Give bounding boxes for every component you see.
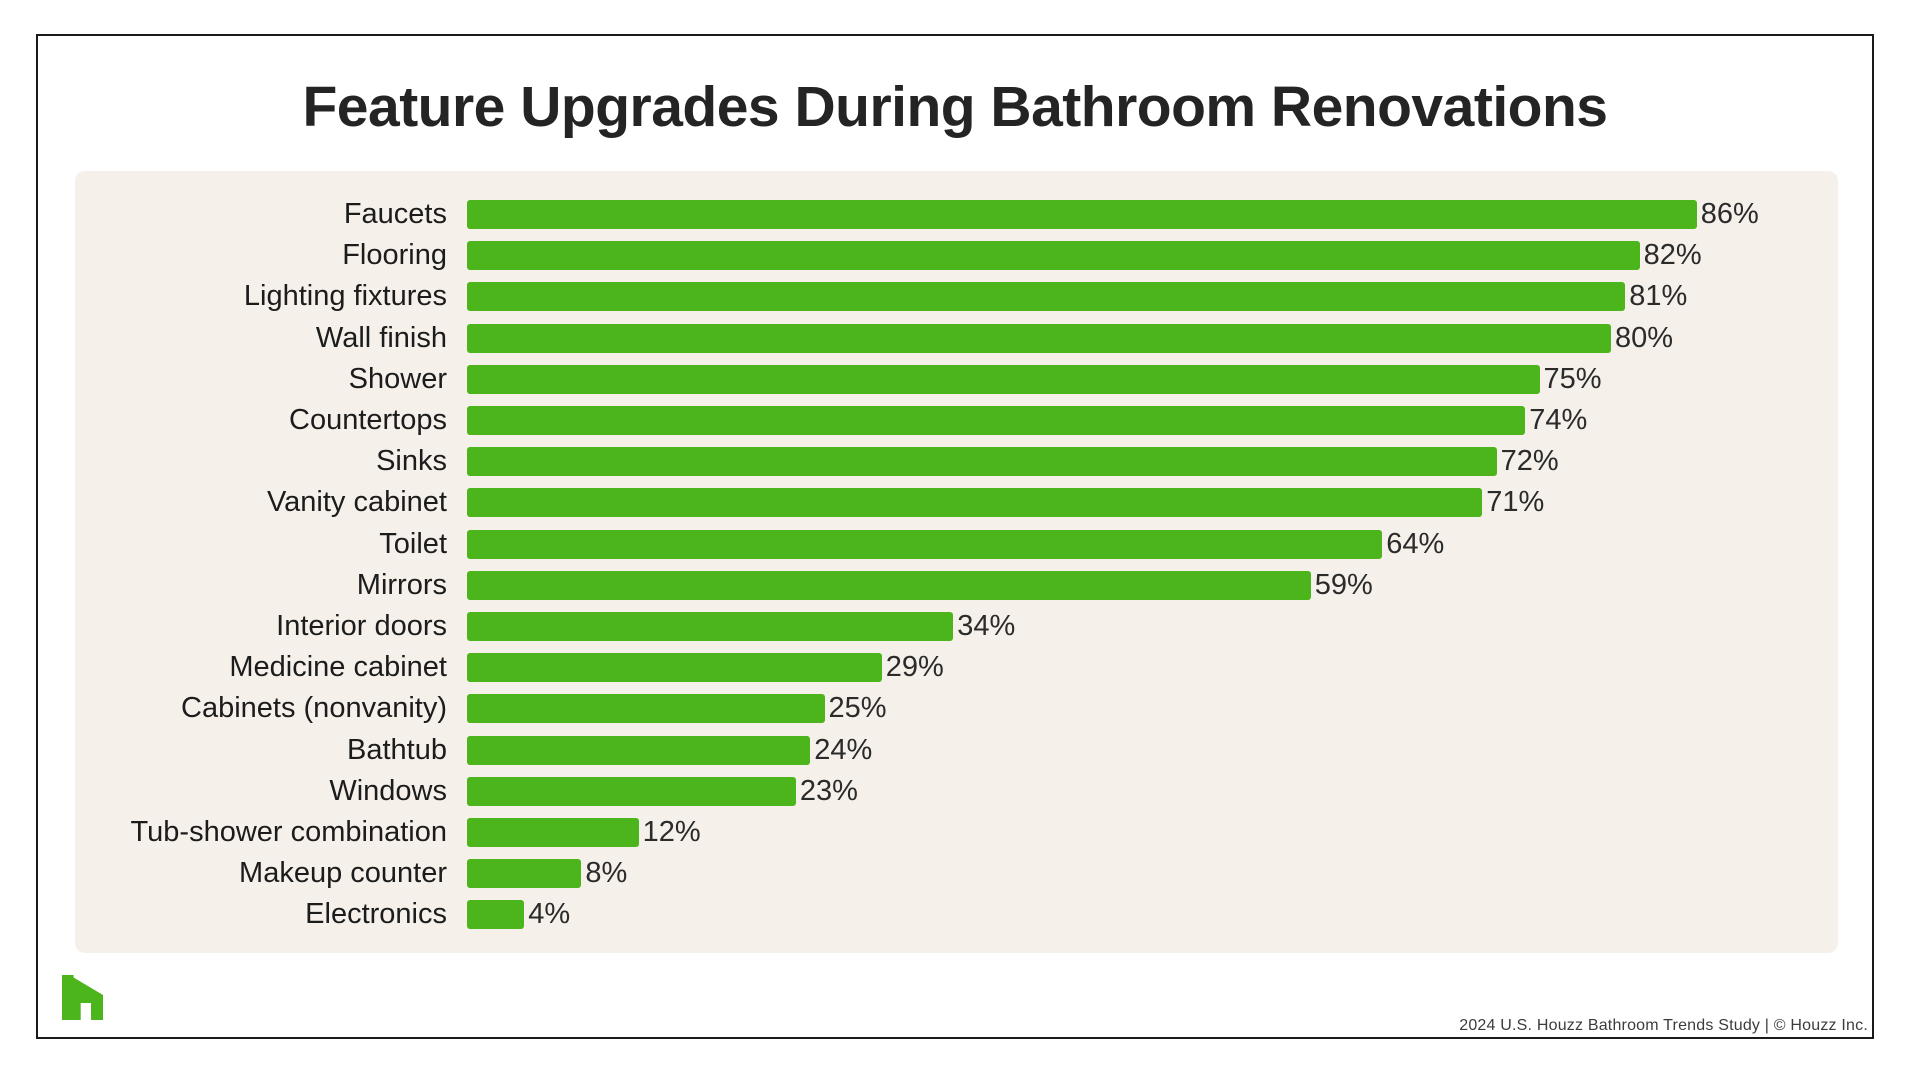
chart-title: Feature Upgrades During Bathroom Renovat…: [302, 75, 1608, 139]
bar-category-label: Mirrors: [356, 568, 447, 601]
bar: [467, 406, 1526, 436]
bar-row: Electronics 4%: [75, 894, 1838, 935]
bar: [467, 323, 1611, 353]
bar: [467, 241, 1640, 271]
bar-category-label: Bathtub: [347, 733, 447, 766]
bar-value-label: 34%: [957, 609, 1016, 642]
bar-value-label: 81%: [1629, 280, 1688, 313]
houzz-logo-icon: [62, 975, 103, 1020]
bar-value-label: 25%: [828, 692, 887, 725]
source-attribution: 2024 U.S. Houzz Bathroom Trends Study | …: [1459, 1017, 1868, 1034]
bar-category-label: Windows: [329, 774, 447, 807]
bar-row: Flooring 82%: [75, 235, 1838, 276]
bar-row: Wall finish 80%: [75, 318, 1838, 359]
bar-category-label: Flooring: [342, 239, 447, 272]
bar: [467, 488, 1483, 518]
bar-category-label: Medicine cabinet: [229, 651, 447, 684]
bar-value-label: 12%: [642, 815, 701, 848]
bar: [467, 447, 1497, 477]
bar: [467, 200, 1697, 230]
bar-category-label: Cabinets (nonvanity): [181, 692, 447, 725]
bar-row: Sinks 72%: [75, 441, 1838, 482]
bar-category-label: Wall finish: [315, 321, 447, 354]
bar-row: Bathtub 24%: [75, 729, 1838, 770]
bar-row: Tub-shower combination 12%: [75, 812, 1838, 853]
bar: [467, 653, 882, 683]
bar-value-label: 71%: [1486, 486, 1545, 519]
bar-value-label: 74%: [1529, 404, 1588, 437]
bar-row: Cabinets (nonvanity) 25%: [75, 688, 1838, 729]
bar: [467, 859, 582, 889]
bar-category-label: Faucets: [343, 198, 447, 231]
bar-row: Medicine cabinet 29%: [75, 647, 1838, 688]
bar-category-label: Toilet: [379, 527, 447, 560]
bar-value-label: 82%: [1643, 239, 1702, 272]
bar-row: Shower 75%: [75, 359, 1838, 400]
bar-value-label: 86%: [1700, 198, 1759, 231]
infographic-card: Feature Upgrades During Bathroom Renovat…: [36, 34, 1874, 1039]
bar-row: Mirrors 59%: [75, 565, 1838, 606]
bar-category-label: Shower: [348, 362, 447, 395]
bar: [467, 364, 1540, 394]
bar: [467, 282, 1626, 312]
bar-value-label: 23%: [799, 774, 858, 807]
bar: [467, 570, 1311, 600]
bar: [467, 735, 811, 765]
bar-category-label: Vanity cabinet: [266, 486, 447, 519]
bar-rows: Faucets 86% Flooring 82% Lighting fixtur…: [75, 194, 1838, 935]
bar-value-label: 72%: [1500, 445, 1559, 478]
bar-category-label: Lighting fixtures: [243, 280, 447, 313]
bar-value-label: 59%: [1314, 568, 1373, 601]
bar-row: Makeup counter 8%: [75, 853, 1838, 894]
bar-row: Windows 23%: [75, 771, 1838, 812]
bar-row: Faucets 86%: [75, 194, 1838, 235]
bar-category-label: Countertops: [289, 404, 447, 437]
bar: [467, 900, 525, 930]
bar-value-label: 75%: [1543, 362, 1602, 395]
bar-category-label: Makeup counter: [239, 857, 447, 890]
bar-value-label: 8%: [585, 857, 628, 890]
chart-panel: Faucets 86% Flooring 82% Lighting fixtur…: [75, 171, 1838, 953]
bar-row: Countertops 74%: [75, 400, 1838, 441]
bar-row: Vanity cabinet 71%: [75, 482, 1838, 523]
bar: [467, 694, 825, 724]
bar-row: Interior doors 34%: [75, 606, 1838, 647]
bar-value-label: 29%: [885, 651, 944, 684]
bar-row: Lighting fixtures 81%: [75, 276, 1838, 317]
bar-category-label: Tub-shower combination: [130, 815, 447, 848]
bar-value-label: 24%: [814, 733, 873, 766]
bar-value-label: 64%: [1386, 527, 1445, 560]
bar: [467, 611, 954, 641]
bar-category-label: Sinks: [376, 445, 447, 478]
bar-category-label: Interior doors: [276, 609, 447, 642]
bar: [467, 776, 796, 806]
bar-value-label: 80%: [1615, 321, 1674, 354]
bar-value-label: 4%: [528, 898, 571, 931]
bar: [467, 817, 639, 847]
bar-row: Toilet 64%: [75, 524, 1838, 565]
bar: [467, 529, 1383, 559]
bar-category-label: Electronics: [305, 898, 447, 931]
